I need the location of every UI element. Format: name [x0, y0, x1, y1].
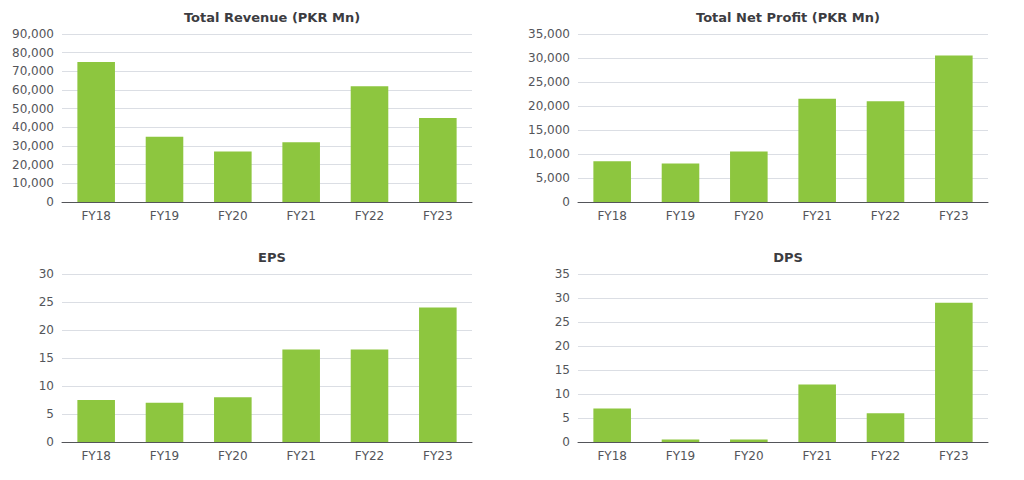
svg-text:10,000: 10,000: [528, 147, 570, 161]
svg-text:20,000: 20,000: [528, 99, 570, 113]
svg-text:EPS: EPS: [258, 250, 286, 265]
svg-text:FY21: FY21: [286, 209, 316, 223]
svg-text:80,000: 80,000: [12, 46, 54, 60]
svg-text:5: 5: [562, 411, 570, 425]
svg-text:FY19: FY19: [150, 449, 180, 463]
svg-text:10,000: 10,000: [12, 176, 54, 190]
svg-text:70,000: 70,000: [12, 64, 54, 78]
svg-text:20,000: 20,000: [12, 158, 54, 172]
svg-text:10: 10: [555, 387, 570, 401]
svg-text:FY20: FY20: [218, 209, 248, 223]
svg-text:30: 30: [39, 267, 54, 281]
svg-text:5: 5: [46, 407, 54, 421]
svg-text:FY22: FY22: [355, 449, 385, 463]
svg-text:30,000: 30,000: [528, 51, 570, 65]
svg-text:35: 35: [555, 267, 570, 281]
svg-text:20: 20: [39, 323, 54, 337]
svg-text:FY21: FY21: [802, 209, 832, 223]
svg-text:FY22: FY22: [871, 209, 901, 223]
svg-text:10: 10: [39, 379, 54, 393]
svg-text:FY20: FY20: [218, 449, 248, 463]
svg-text:FY23: FY23: [423, 449, 453, 463]
svg-text:FY19: FY19: [666, 449, 696, 463]
svg-text:FY23: FY23: [423, 209, 453, 223]
svg-text:0: 0: [46, 435, 54, 449]
svg-text:FY21: FY21: [802, 449, 832, 463]
svg-text:25: 25: [39, 295, 54, 309]
svg-text:Total Revenue (PKR Mn): Total Revenue (PKR Mn): [184, 10, 360, 25]
svg-text:FY22: FY22: [871, 449, 901, 463]
svg-text:50,000: 50,000: [12, 102, 54, 116]
svg-text:60,000: 60,000: [12, 83, 54, 97]
svg-text:FY20: FY20: [734, 449, 764, 463]
svg-text:40,000: 40,000: [12, 120, 54, 134]
svg-text:5,000: 5,000: [536, 171, 570, 185]
svg-text:0: 0: [46, 195, 54, 209]
svg-text:DPS: DPS: [773, 250, 803, 265]
svg-text:FY18: FY18: [597, 209, 627, 223]
svg-text:30,000: 30,000: [12, 139, 54, 153]
svg-text:Total Net Profit (PKR Mn): Total Net Profit (PKR Mn): [696, 10, 880, 25]
svg-text:25,000: 25,000: [528, 75, 570, 89]
svg-text:FY21: FY21: [286, 449, 316, 463]
svg-text:15: 15: [39, 351, 54, 365]
svg-text:30: 30: [555, 291, 570, 305]
svg-text:15: 15: [555, 363, 570, 377]
svg-text:35,000: 35,000: [528, 27, 570, 41]
svg-text:0: 0: [562, 435, 570, 449]
svg-text:FY19: FY19: [666, 209, 696, 223]
svg-text:25: 25: [555, 315, 570, 329]
svg-text:FY18: FY18: [81, 449, 111, 463]
svg-text:FY18: FY18: [81, 209, 111, 223]
svg-text:15,000: 15,000: [528, 123, 570, 137]
svg-text:FY23: FY23: [939, 209, 969, 223]
svg-text:FY23: FY23: [939, 449, 969, 463]
svg-text:FY20: FY20: [734, 209, 764, 223]
svg-text:20: 20: [555, 339, 570, 353]
svg-text:FY22: FY22: [355, 209, 385, 223]
svg-text:FY18: FY18: [597, 449, 627, 463]
svg-text:FY19: FY19: [150, 209, 180, 223]
svg-text:90,000: 90,000: [12, 27, 54, 41]
svg-text:0: 0: [562, 195, 570, 209]
